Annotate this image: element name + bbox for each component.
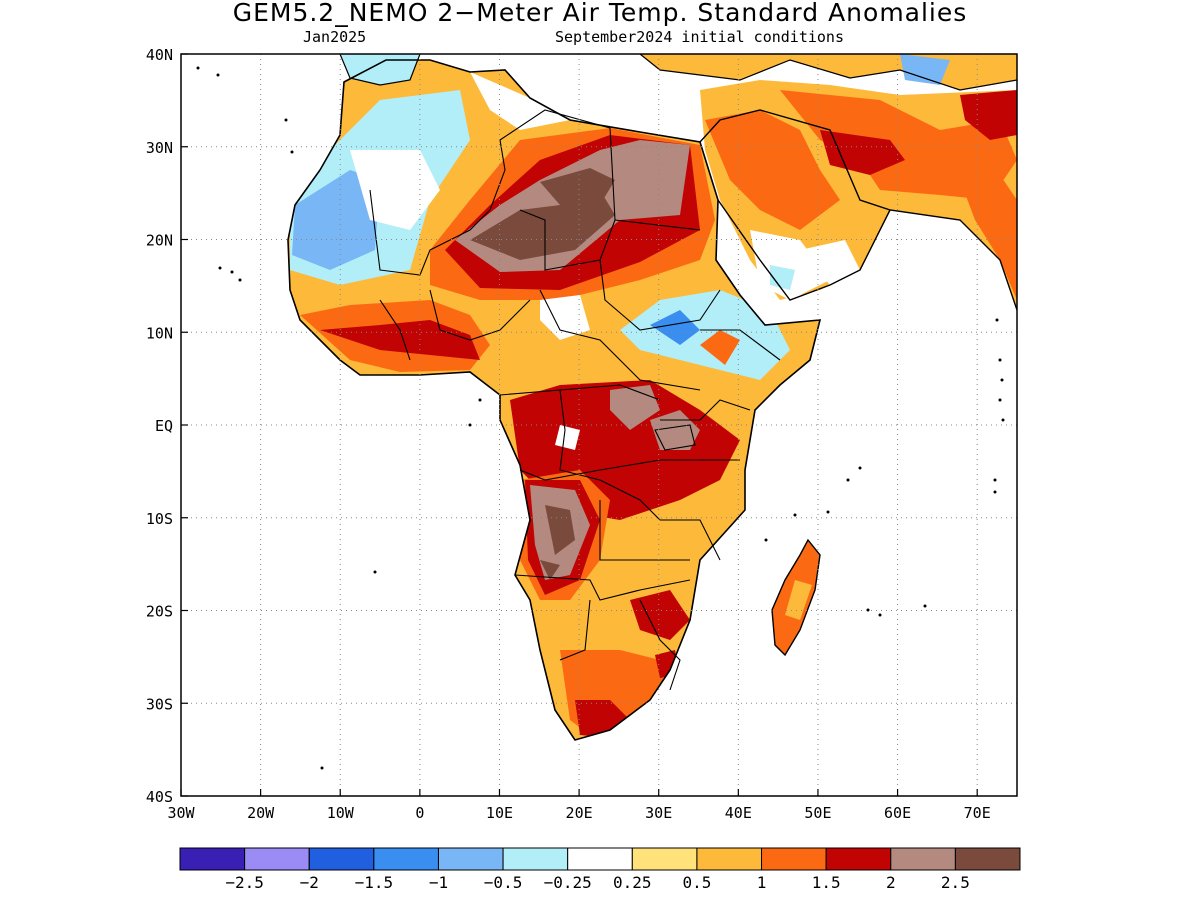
colorbar-label: 2.5 [941,873,970,892]
colorbar-label: −1.5 [355,873,394,892]
lon-tick-label: 60E [884,804,911,822]
colorbar-swatch [696,847,763,871]
colorbar-swatch [308,847,375,871]
colorbar-label: 1 [757,873,767,892]
colorbar-label: 1.5 [812,873,841,892]
lon-tick-label: 10W [327,804,355,822]
forecast-month: Jan2025 [303,28,367,46]
lat-tick-label: EQ [155,417,173,435]
colorbar-swatch [567,847,633,871]
colorbar-label: 2 [886,873,896,892]
initial-conditions: September2024 initial conditions [555,28,844,46]
colorbar-swatch [373,847,439,871]
lat-tick-label: 40N [146,46,173,64]
lat-tick-label: 40S [146,788,173,806]
colorbar-label: −1 [429,873,448,892]
lon-tick-label: 20E [566,804,593,822]
colorbar-swatch [954,847,1021,871]
lon-tick-label: 50E [804,804,831,822]
lat-tick-label: 20S [146,603,173,621]
lon-tick-label: 70E [964,804,991,822]
colorbar-swatch [631,847,698,871]
colorbar-swatch [825,847,892,871]
colorbar-swatch [179,847,246,871]
anomaly-field [196,54,1017,770]
lat-tick-label: 30S [146,695,173,713]
grid-lines [181,54,1017,796]
lon-tick-label: 10E [486,804,513,822]
colorbar-swatch [761,847,827,871]
lat-tick-label: 30N [146,139,173,157]
lon-tick-label: 30W [167,804,195,822]
lat-tick-label: 20N [146,232,173,250]
latitude-axis: 40N 30N 20N 10N EQ 10S 20S 30S 40S [146,46,188,806]
lat-tick-label: 10N [146,324,173,342]
lon-tick-label: 40E [725,804,752,822]
colorbar-label: 0.25 [613,873,652,892]
lon-tick-label: 20W [247,804,275,822]
colorbar-label: −2.5 [225,873,264,892]
colorbar-label: −2 [300,873,319,892]
colorbar-label: 0.5 [682,873,711,892]
map-title: GEM5.2_NEMO 2−Meter Air Temp. Standard A… [232,0,968,27]
colorbar-swatch [890,847,956,871]
colorbar-swatch [244,847,310,871]
lon-tick-label: 30E [645,804,672,822]
colorbar-swatch [437,847,504,871]
colorbar-label: −0.5 [484,873,523,892]
colorbar-swatch [502,847,569,871]
colorbar: −2.5 −2 −1.5 −1 −0.5 −0.25 0.25 0.5 1 1.5 2 2.5 [179,847,1021,892]
plot-frame [180,53,1018,797]
colorbar-label: −0.25 [544,873,592,892]
lat-tick-label: 10S [146,510,173,528]
lon-tick-label: 0 [415,804,424,822]
longitude-axis: 30W 20W 10W 0 10E 20E 30E 40E 50E 60E 70E [167,789,991,822]
